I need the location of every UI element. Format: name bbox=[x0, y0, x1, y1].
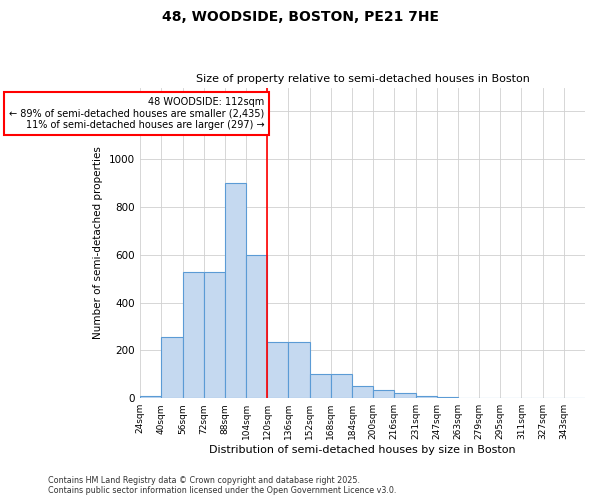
Bar bbox=[352, 386, 373, 398]
Bar bbox=[310, 374, 331, 398]
Bar bbox=[182, 272, 204, 398]
Y-axis label: Number of semi-detached properties: Number of semi-detached properties bbox=[94, 146, 103, 340]
Bar bbox=[267, 342, 289, 398]
X-axis label: Distribution of semi-detached houses by size in Boston: Distribution of semi-detached houses by … bbox=[209, 445, 516, 455]
Bar bbox=[416, 396, 437, 398]
Bar bbox=[373, 390, 394, 398]
Bar bbox=[289, 342, 310, 398]
Bar bbox=[437, 397, 458, 398]
Text: 48, WOODSIDE, BOSTON, PE21 7HE: 48, WOODSIDE, BOSTON, PE21 7HE bbox=[161, 10, 439, 24]
Bar bbox=[246, 255, 267, 398]
Bar bbox=[331, 374, 352, 398]
Text: 48 WOODSIDE: 112sqm
← 89% of semi-detached houses are smaller (2,435)
11% of sem: 48 WOODSIDE: 112sqm ← 89% of semi-detach… bbox=[10, 97, 265, 130]
Text: Contains HM Land Registry data © Crown copyright and database right 2025.
Contai: Contains HM Land Registry data © Crown c… bbox=[48, 476, 397, 495]
Bar bbox=[161, 338, 182, 398]
Title: Size of property relative to semi-detached houses in Boston: Size of property relative to semi-detach… bbox=[196, 74, 530, 84]
Bar bbox=[394, 394, 416, 398]
Bar bbox=[140, 396, 161, 398]
Bar bbox=[204, 272, 225, 398]
Bar bbox=[225, 183, 246, 398]
